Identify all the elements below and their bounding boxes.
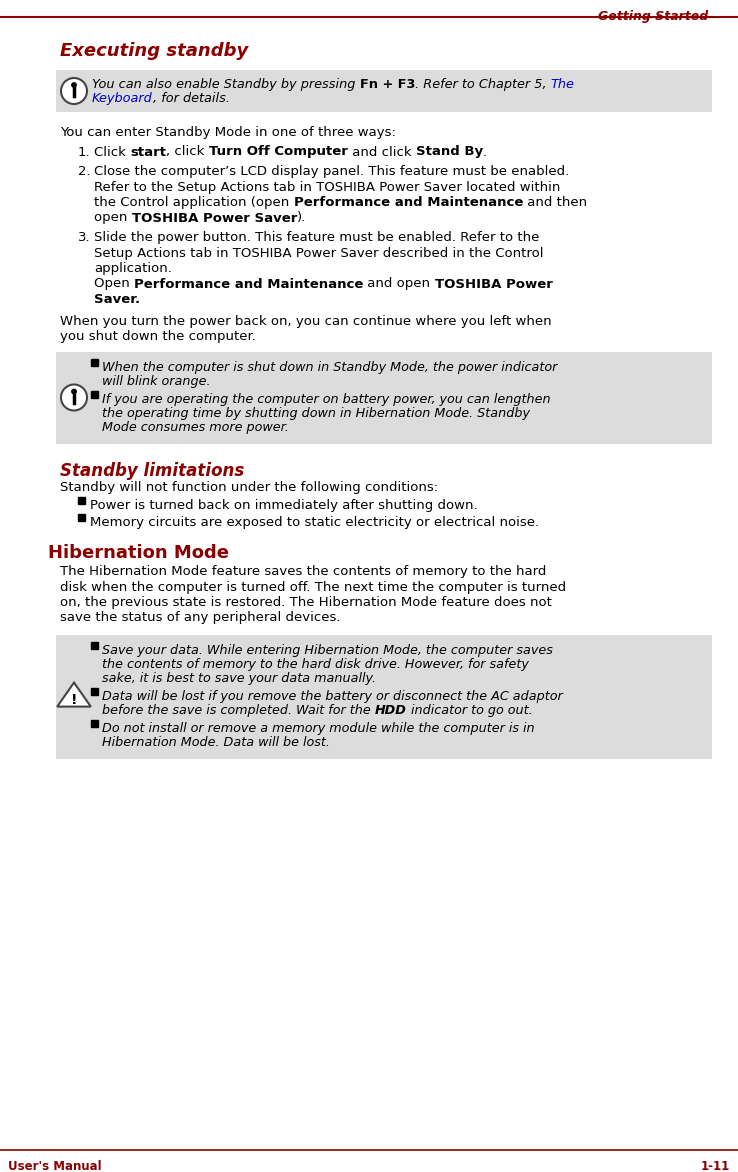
Text: TOSHIBA Power: TOSHIBA Power bbox=[435, 278, 553, 291]
Bar bbox=[91, 688, 98, 695]
Circle shape bbox=[72, 389, 76, 394]
Bar bbox=[91, 359, 98, 366]
Text: start: start bbox=[130, 145, 166, 158]
Text: The Hibernation Mode feature saves the contents of memory to the hard: The Hibernation Mode feature saves the c… bbox=[60, 565, 546, 578]
Text: If you are operating the computer on battery power, you can lengthen: If you are operating the computer on bat… bbox=[102, 393, 551, 406]
Circle shape bbox=[61, 384, 87, 410]
FancyBboxPatch shape bbox=[56, 635, 712, 759]
Text: and open: and open bbox=[363, 278, 435, 291]
Text: Mode consumes more power.: Mode consumes more power. bbox=[102, 421, 289, 434]
Text: Getting Started: Getting Started bbox=[598, 11, 708, 23]
Bar bbox=[78, 497, 85, 504]
Text: Setup Actions tab in TOSHIBA Power Saver described in the Control: Setup Actions tab in TOSHIBA Power Saver… bbox=[94, 246, 543, 259]
Text: Close the computer’s LCD display panel. This feature must be enabled.: Close the computer’s LCD display panel. … bbox=[94, 165, 569, 178]
Text: TOSHIBA Power Saver: TOSHIBA Power Saver bbox=[131, 211, 297, 225]
Text: Click: Click bbox=[94, 145, 130, 158]
Text: Data will be lost if you remove the battery or disconnect the AC adaptor: Data will be lost if you remove the batt… bbox=[102, 690, 563, 703]
Text: 2.: 2. bbox=[78, 165, 91, 178]
Text: will blink orange.: will blink orange. bbox=[102, 375, 210, 388]
Text: 3.: 3. bbox=[78, 231, 91, 244]
Text: Performance and Maintenance: Performance and Maintenance bbox=[294, 196, 523, 209]
Text: ).: ). bbox=[297, 211, 306, 225]
Text: Memory circuits are exposed to static electricity or electrical noise.: Memory circuits are exposed to static el… bbox=[90, 516, 539, 529]
Text: Open: Open bbox=[94, 278, 134, 291]
Text: Standby will not function under the following conditions:: Standby will not function under the foll… bbox=[60, 481, 438, 495]
Text: The: The bbox=[551, 79, 574, 91]
Text: indicator to go out.: indicator to go out. bbox=[407, 704, 532, 717]
Text: 1.: 1. bbox=[78, 145, 91, 158]
Text: Performance and Maintenance: Performance and Maintenance bbox=[134, 278, 363, 291]
Text: . Refer to Chapter 5,: . Refer to Chapter 5, bbox=[415, 79, 551, 91]
Text: User's Manual: User's Manual bbox=[8, 1160, 102, 1172]
Text: the operating time by shutting down in Hibernation Mode. Standby: the operating time by shutting down in H… bbox=[102, 407, 530, 420]
Bar bbox=[78, 515, 85, 522]
Text: HDD: HDD bbox=[375, 704, 407, 717]
Text: You can also enable Standby by pressing: You can also enable Standby by pressing bbox=[92, 79, 359, 91]
Text: Executing standby: Executing standby bbox=[60, 42, 248, 60]
Text: Refer to the Setup Actions tab in TOSHIBA Power Saver located within: Refer to the Setup Actions tab in TOSHIB… bbox=[94, 180, 560, 193]
Text: Standby limitations: Standby limitations bbox=[60, 462, 244, 479]
FancyBboxPatch shape bbox=[56, 352, 712, 443]
Text: You can enter Standby Mode in one of three ways:: You can enter Standby Mode in one of thr… bbox=[60, 127, 396, 139]
Circle shape bbox=[61, 79, 87, 104]
FancyBboxPatch shape bbox=[56, 70, 712, 113]
Text: Stand By: Stand By bbox=[415, 145, 483, 158]
Text: before the save is completed. Wait for the: before the save is completed. Wait for t… bbox=[102, 704, 375, 717]
Bar bbox=[91, 720, 98, 727]
Text: application.: application. bbox=[94, 263, 172, 275]
Text: .: . bbox=[483, 145, 487, 158]
Text: , click: , click bbox=[166, 145, 209, 158]
Text: When the computer is shut down in Standby Mode, the power indicator: When the computer is shut down in Standb… bbox=[102, 361, 557, 374]
Circle shape bbox=[72, 83, 76, 87]
Polygon shape bbox=[58, 682, 91, 707]
Text: 1-11: 1-11 bbox=[701, 1160, 730, 1172]
Text: you shut down the computer.: you shut down the computer. bbox=[60, 331, 256, 343]
Text: !: ! bbox=[71, 693, 77, 707]
Text: Hibernation Mode. Data will be lost.: Hibernation Mode. Data will be lost. bbox=[102, 736, 330, 749]
Text: When you turn the power back on, you can continue where you left when: When you turn the power back on, you can… bbox=[60, 314, 551, 327]
Text: open: open bbox=[94, 211, 131, 225]
Bar bbox=[91, 642, 98, 649]
Text: and then: and then bbox=[523, 196, 587, 209]
Text: disk when the computer is turned off. The next time the computer is turned: disk when the computer is turned off. Th… bbox=[60, 580, 566, 593]
Text: Fn + F3: Fn + F3 bbox=[359, 79, 415, 91]
Text: Hibernation Mode: Hibernation Mode bbox=[48, 544, 229, 561]
Text: and click: and click bbox=[348, 145, 415, 158]
Text: save the status of any peripheral devices.: save the status of any peripheral device… bbox=[60, 612, 340, 625]
Text: Saver.: Saver. bbox=[94, 293, 140, 306]
Text: , for details.: , for details. bbox=[153, 91, 230, 105]
Text: the contents of memory to the hard disk drive. However, for safety: the contents of memory to the hard disk … bbox=[102, 657, 529, 672]
Text: Do not install or remove a memory module while the computer is in: Do not install or remove a memory module… bbox=[102, 722, 534, 735]
Bar bbox=[91, 390, 98, 397]
Text: Keyboard: Keyboard bbox=[92, 91, 153, 105]
Text: Power is turned back on immediately after shutting down.: Power is turned back on immediately afte… bbox=[90, 498, 477, 511]
Text: Turn Off Computer: Turn Off Computer bbox=[209, 145, 348, 158]
Text: on, the previous state is restored. The Hibernation Mode feature does not: on, the previous state is restored. The … bbox=[60, 597, 552, 609]
Text: Save your data. While entering Hibernation Mode, the computer saves: Save your data. While entering Hibernati… bbox=[102, 643, 553, 657]
Text: sake, it is best to save your data manually.: sake, it is best to save your data manua… bbox=[102, 672, 376, 684]
Text: Slide the power button. This feature must be enabled. Refer to the: Slide the power button. This feature mus… bbox=[94, 231, 539, 244]
Text: the Control application (open: the Control application (open bbox=[94, 196, 294, 209]
